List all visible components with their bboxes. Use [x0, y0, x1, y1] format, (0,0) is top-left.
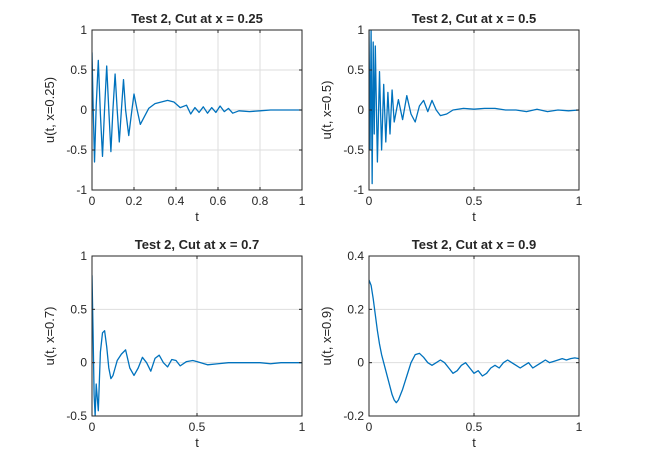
x-axis-label: t: [195, 209, 199, 224]
y-tick-label: 1: [80, 23, 87, 37]
chart-title: Test 2, Cut at x = 0.9: [412, 237, 536, 252]
y-tick-label: 0.5: [70, 63, 87, 77]
x-tick-label: 0.5: [466, 420, 483, 434]
y-tick-label: 1: [357, 23, 364, 37]
x-axis-label: t: [472, 209, 476, 224]
series-line: [369, 279, 579, 404]
y-tick-label: 0.5: [347, 63, 364, 77]
chart-title: Test 2, Cut at x = 0.7: [135, 237, 259, 252]
y-tick-label: -1: [353, 183, 364, 197]
y-tick-label: 1: [80, 249, 87, 263]
x-tick-label: 0: [89, 194, 96, 208]
x-tick-label: 0.5: [466, 194, 483, 208]
x-tick-label: 0.6: [210, 194, 227, 208]
subplot-2: 0 0.5 1 -1 -0.5 0 0.5 1 Test 2, Cut at x = 0.5 t u…: [319, 11, 583, 224]
x-axis-label: t: [472, 435, 476, 450]
x-tick-label: 0.5: [189, 420, 206, 434]
y-tick-label: 0: [357, 103, 364, 117]
y-tick-label: 0.4: [347, 249, 364, 263]
series-line: [92, 52, 302, 163]
y-axis-label: u(t, x=0.9): [319, 307, 334, 366]
chart-title: Test 2, Cut at x = 0.25: [131, 11, 263, 26]
subplot-1: 0 0.2 0.4 0.6 0.8 1 -1 -0.5 0 0.5 1 Test 2, Cut at …: [42, 11, 306, 224]
y-tick-label: 0: [80, 356, 87, 370]
x-tick-label: 0.2: [126, 194, 143, 208]
y-tick-label: 0.2: [347, 302, 364, 316]
chart-title: Test 2, Cut at x = 0.5: [412, 11, 536, 26]
x-tick-label: 1: [576, 194, 583, 208]
y-tick-label: 0: [357, 356, 364, 370]
x-tick-label: 0: [89, 420, 96, 434]
y-tick-label: -1: [76, 183, 87, 197]
y-axis-label: u(t, x=0.25): [42, 77, 57, 143]
y-tick-label: -0.5: [343, 143, 364, 157]
y-tick-label: -0.5: [66, 409, 87, 423]
x-tick-label: 1: [299, 194, 306, 208]
series-line: [369, 30, 579, 185]
x-tick-label: 1: [299, 420, 306, 434]
x-tick-label: 0: [366, 420, 373, 434]
y-axis-label: u(t, x=0.7): [42, 307, 57, 366]
x-tick-label: 0.8: [252, 194, 269, 208]
x-axis-label: t: [195, 435, 199, 450]
y-tick-label: 0.5: [70, 302, 87, 316]
y-tick-label: -0.5: [66, 143, 87, 157]
y-tick-label: 0: [80, 103, 87, 117]
y-tick-label: -0.2: [343, 409, 364, 423]
y-axis-label: u(t, x=0.5): [319, 81, 334, 140]
x-tick-label: 0: [366, 194, 373, 208]
x-tick-label: 0.4: [168, 194, 185, 208]
series-line: [92, 275, 302, 416]
x-tick-label: 1: [576, 420, 583, 434]
